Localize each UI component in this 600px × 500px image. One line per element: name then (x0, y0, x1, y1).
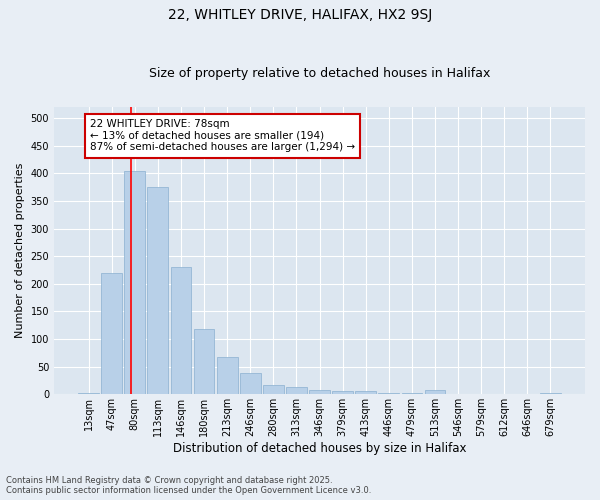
Bar (286, 387, 307, 394)
Y-axis label: Number of detached properties: Number of detached properties (15, 163, 25, 338)
Bar (379, 393, 399, 394)
Bar (148, 187, 168, 394)
Bar (309, 390, 330, 394)
Bar (401, 393, 422, 394)
Bar (332, 391, 353, 394)
Bar (194, 329, 214, 394)
Bar (355, 391, 376, 394)
Bar (101, 273, 122, 394)
Title: Size of property relative to detached houses in Halifax: Size of property relative to detached ho… (149, 66, 490, 80)
Bar (425, 390, 445, 394)
Bar (217, 356, 238, 395)
X-axis label: Distribution of detached houses by size in Halifax: Distribution of detached houses by size … (173, 442, 466, 455)
Bar (78, 393, 99, 394)
Bar (170, 267, 191, 394)
Bar (540, 393, 561, 394)
Bar (240, 374, 260, 394)
Text: Contains HM Land Registry data © Crown copyright and database right 2025.
Contai: Contains HM Land Registry data © Crown c… (6, 476, 371, 495)
Text: 22, WHITLEY DRIVE, HALIFAX, HX2 9SJ: 22, WHITLEY DRIVE, HALIFAX, HX2 9SJ (168, 8, 432, 22)
Bar (124, 170, 145, 394)
Bar (263, 385, 284, 394)
Text: 22 WHITLEY DRIVE: 78sqm
← 13% of detached houses are smaller (194)
87% of semi-d: 22 WHITLEY DRIVE: 78sqm ← 13% of detache… (90, 119, 355, 152)
